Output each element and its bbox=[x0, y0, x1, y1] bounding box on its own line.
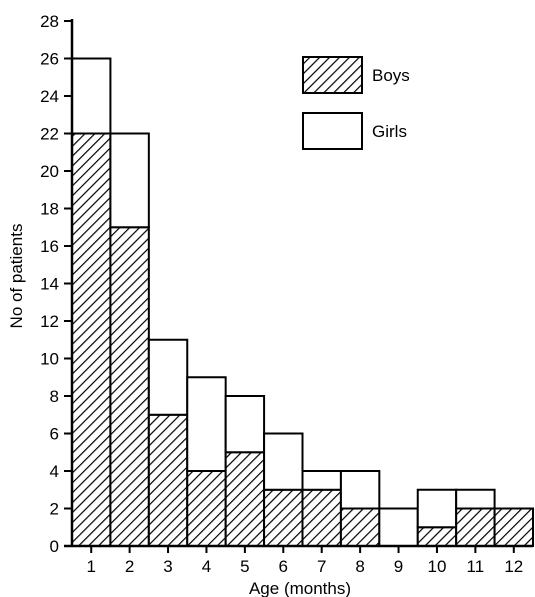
x-tick-label: 6 bbox=[279, 557, 288, 576]
y-tick-label: 2 bbox=[50, 500, 59, 519]
y-tick-label: 0 bbox=[50, 537, 59, 556]
y-tick-label: 20 bbox=[40, 162, 59, 181]
x-axis-title: Age (months) bbox=[249, 579, 351, 597]
y-tick-label: 10 bbox=[40, 350, 59, 369]
bar-boys-1 bbox=[71, 132, 112, 547]
legend-swatch-boys bbox=[302, 56, 363, 94]
x-tick-label: 3 bbox=[163, 557, 172, 576]
bar-girls-11 bbox=[455, 488, 496, 510]
y-tick-label: 14 bbox=[40, 275, 59, 294]
bar-boys-11 bbox=[455, 507, 496, 547]
y-tick-label: 6 bbox=[50, 425, 59, 444]
bar-boys-8 bbox=[339, 507, 381, 547]
bar-girls-4 bbox=[186, 376, 227, 472]
bar-boys-3 bbox=[147, 413, 189, 547]
bar-boys-4 bbox=[186, 470, 227, 547]
bar-girls-7 bbox=[301, 470, 342, 491]
legend: Boys Girls bbox=[302, 56, 410, 150]
x-tick-label: 1 bbox=[86, 557, 95, 576]
x-axis: 1 2 3 4 5 6 7 8 9 10 11 12 bbox=[64, 544, 533, 576]
bars-group bbox=[71, 57, 535, 547]
bar-girls-5 bbox=[224, 395, 266, 454]
bar-boys-6 bbox=[263, 488, 304, 547]
y-tick-label: 18 bbox=[40, 200, 59, 219]
x-tick-label: 10 bbox=[427, 557, 446, 576]
y-tick-label: 22 bbox=[40, 125, 59, 144]
bar-girls-1 bbox=[71, 57, 112, 135]
x-tick-label: 9 bbox=[394, 557, 403, 576]
y-tick-label: 26 bbox=[40, 50, 59, 69]
x-tick-label: 4 bbox=[202, 557, 211, 576]
x-tick-label: 12 bbox=[504, 557, 523, 576]
bar-boys-5 bbox=[224, 451, 266, 547]
y-tick-label: 4 bbox=[50, 462, 59, 481]
x-tick-label: 5 bbox=[240, 557, 249, 576]
bar-boys-10 bbox=[416, 526, 458, 547]
y-tick-label: 24 bbox=[40, 87, 59, 106]
legend-swatch-girls bbox=[302, 112, 363, 150]
x-tick-label: 7 bbox=[317, 557, 326, 576]
y-tick-label: 16 bbox=[40, 237, 59, 256]
x-tick-label: 11 bbox=[467, 557, 485, 576]
bar-boys-12 bbox=[493, 507, 535, 547]
y-axis-title: No of patients bbox=[7, 224, 26, 329]
legend-label-girls: Girls bbox=[372, 122, 407, 141]
bar-girls-6 bbox=[263, 432, 304, 491]
bar-girls-3 bbox=[147, 338, 189, 416]
bar-boys-2 bbox=[109, 226, 150, 547]
y-tick-label: 12 bbox=[40, 312, 59, 331]
bar-girls-9 bbox=[378, 507, 419, 547]
x-tick-label: 2 bbox=[125, 557, 134, 576]
bar-boys-7 bbox=[301, 488, 342, 547]
legend-label-boys: Boys bbox=[372, 66, 410, 85]
bar-girls-8 bbox=[339, 470, 381, 510]
y-tick-label: 8 bbox=[50, 387, 59, 406]
y-tick-label: 28 bbox=[40, 12, 59, 31]
x-tick-label: 8 bbox=[355, 557, 364, 576]
bar-girls-2 bbox=[109, 132, 150, 229]
bar-girls-10 bbox=[416, 488, 458, 529]
